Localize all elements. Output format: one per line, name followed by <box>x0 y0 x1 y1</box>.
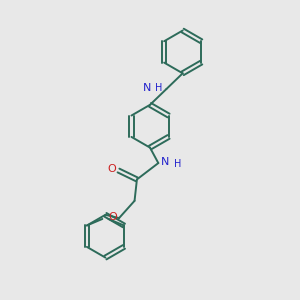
Text: H: H <box>174 159 181 169</box>
Text: N: N <box>161 158 170 167</box>
Text: O: O <box>108 212 117 223</box>
Text: H: H <box>154 83 162 94</box>
Text: O: O <box>107 164 116 174</box>
Text: N: N <box>142 83 151 94</box>
